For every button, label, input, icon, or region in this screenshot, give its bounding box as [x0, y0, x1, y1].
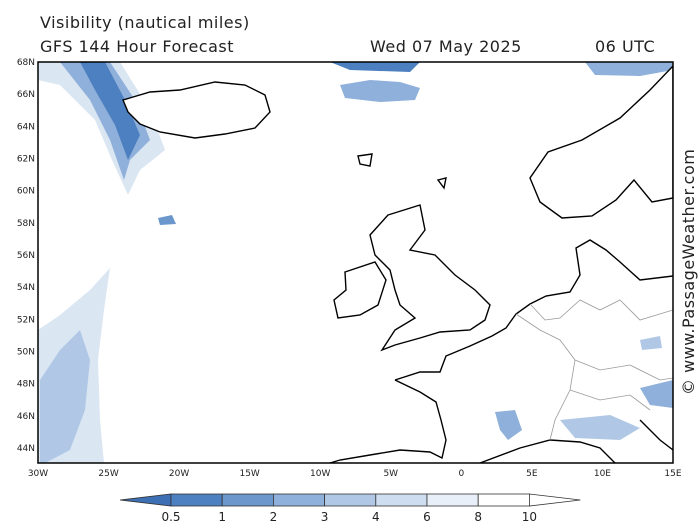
lat-label: 60N	[17, 187, 35, 197]
colorbar-box	[170, 493, 223, 507]
colorbar-label: 6	[423, 510, 431, 524]
lon-label: 5E	[526, 469, 538, 479]
lat-labels: 68N 66N 64N 62N 60N 58N 56N 54N 52N 50N 48N 46N 44N	[17, 58, 35, 454]
colorbar-label: 8	[474, 510, 482, 524]
lat-label: 64N	[17, 122, 35, 132]
colorbar-box	[221, 493, 274, 507]
subtitle: GFS 144 Hour Forecast	[40, 37, 234, 56]
map-frame	[37, 61, 674, 464]
lon-label: 10E	[594, 469, 611, 479]
lon-label: 10W	[310, 469, 330, 479]
lat-label: 44N	[17, 444, 35, 454]
lon-label: 25W	[98, 469, 118, 479]
lat-label: 62N	[17, 155, 35, 165]
lon-label: 15W	[239, 469, 259, 479]
lon-label: 5W	[383, 469, 398, 479]
lat-label: 46N	[17, 412, 35, 422]
lat-label: 68N	[17, 58, 35, 68]
lon-label: 20W	[169, 469, 189, 479]
lon-label: 30W	[28, 469, 48, 479]
colorbar-box	[375, 493, 428, 507]
date: Wed 07 May 2025	[370, 37, 522, 56]
colorbar-label: 10	[522, 510, 537, 524]
colorbar-box	[477, 493, 530, 507]
lat-label: 50N	[17, 348, 35, 358]
lat-label: 58N	[17, 219, 35, 229]
map-area	[38, 62, 673, 463]
colorbar-end	[119, 493, 172, 507]
lat-label: 66N	[17, 90, 35, 100]
colorbar-end	[529, 493, 581, 507]
lat-label: 52N	[17, 315, 35, 325]
colorbar-label: 0.5	[161, 510, 180, 524]
colorbar-box	[426, 493, 479, 507]
colorbar-box	[272, 493, 325, 507]
colorbar-box	[324, 493, 377, 507]
colorbar-label: 2	[270, 510, 278, 524]
colorbar: 0.5 1 2 3 4 6 8 10	[119, 493, 581, 524]
colorbar-label: 1	[218, 510, 226, 524]
colorbar-label: 3	[321, 510, 329, 524]
lon-label: 15E	[664, 469, 681, 479]
lat-label: 54N	[17, 283, 35, 293]
time: 06 UTC	[595, 37, 655, 56]
title: Visibility (nautical miles)	[40, 13, 250, 32]
lat-label: 56N	[17, 251, 35, 261]
lat-label: 48N	[17, 380, 35, 390]
lon-label: 0	[458, 469, 464, 479]
watermark: © www.PassageWeather.com	[679, 149, 698, 395]
lon-labels: 30W 25W 20W 15W 10W 5W 0 5E 10E 15E	[28, 469, 682, 479]
colorbar-label: 4	[372, 510, 380, 524]
